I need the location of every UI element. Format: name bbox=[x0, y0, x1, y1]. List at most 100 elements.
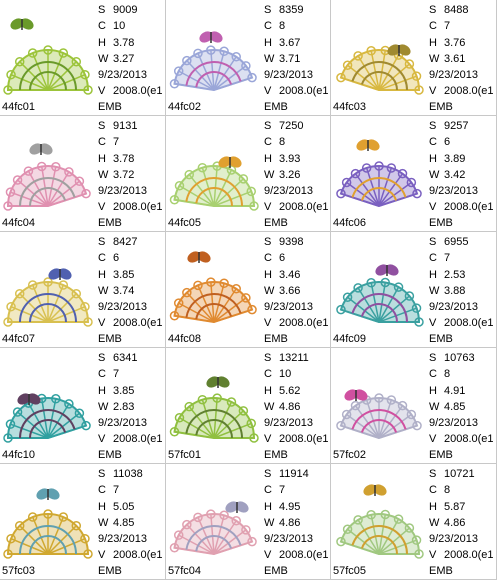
field-label: W bbox=[264, 401, 275, 413]
date: 9/23/2013 bbox=[429, 417, 478, 429]
field-value: 11914 bbox=[279, 468, 309, 480]
field-label: H bbox=[264, 269, 272, 281]
format: EMB bbox=[429, 333, 453, 345]
field-label: W bbox=[98, 169, 109, 181]
field-label: C bbox=[98, 252, 106, 264]
format: EMB bbox=[264, 333, 288, 345]
design-name: 44fc02 bbox=[168, 101, 202, 113]
field-label: V bbox=[429, 433, 437, 445]
field-label: C bbox=[429, 368, 437, 380]
field-value: 5.87 bbox=[444, 501, 466, 513]
field-value: 2008.0(e1 bbox=[444, 433, 494, 445]
field-label: W bbox=[264, 169, 275, 181]
field-label: W bbox=[98, 285, 109, 297]
field-value: 3.67 bbox=[279, 37, 301, 49]
field-value: 3.85 bbox=[113, 269, 135, 281]
thumbnail bbox=[336, 44, 424, 95]
field-label: C bbox=[429, 252, 437, 264]
design-cell[interactable]: 44fc04 S 9131 C 7 H 3.78 W 3.72 9/23/2013 V 2008.0(… bbox=[0, 116, 166, 232]
field-value: 3.72 bbox=[113, 169, 135, 181]
design-cell[interactable]: 44fc02 S 8359 C 8 H 3.67 W 3.71 9/23/2013 V 2008.0(… bbox=[166, 0, 331, 116]
design-name: 44fc08 bbox=[168, 333, 202, 345]
design-cell[interactable]: 57fc01 S 13211 C 10 H 5.62 W 4.86 9/23/2013 V 2008.… bbox=[166, 348, 331, 464]
field-value: 5.05 bbox=[113, 501, 135, 513]
format: EMB bbox=[429, 449, 453, 461]
field-value: 11038 bbox=[113, 468, 143, 480]
design-cell[interactable]: 44fc01 S 9009 C 10 H 3.78 W 3.27 9/23/2013 V 2008.0… bbox=[0, 0, 166, 116]
field-value: 3.46 bbox=[279, 269, 301, 281]
design-name: 57fc04 bbox=[168, 565, 202, 577]
field-label: S bbox=[98, 120, 106, 132]
field-label: V bbox=[429, 549, 437, 561]
design-cell[interactable]: 44fc10 S 6341 C 7 H 3.85 W 2.83 9/23/2013 V 2008.0(… bbox=[0, 348, 166, 464]
field-value: 2008.0(e1 bbox=[279, 201, 329, 213]
date: 9/23/2013 bbox=[429, 533, 478, 545]
field-value: 2008.0(e1 bbox=[279, 317, 329, 329]
field-value: 3.61 bbox=[444, 53, 466, 65]
thumbnail bbox=[336, 484, 424, 559]
design-cell[interactable]: 57fc05 S 10721 C 8 H 5.87 W 4.86 9/23/2013 V 2008.0… bbox=[331, 464, 497, 580]
field-value: 8488 bbox=[444, 4, 469, 16]
field-value: 2008.0(e1 bbox=[113, 549, 163, 561]
field-label: S bbox=[264, 120, 272, 132]
format: EMB bbox=[98, 565, 122, 577]
field-value: 10 bbox=[279, 368, 292, 380]
design-cell[interactable]: 57fc02 S 10763 C 8 H 4.91 W 4.85 9/23/2013 V 2008.0… bbox=[331, 348, 497, 464]
field-label: C bbox=[429, 136, 437, 148]
field-value: 4.95 bbox=[279, 501, 301, 513]
field-label: C bbox=[429, 20, 437, 32]
field-value: 3.74 bbox=[113, 285, 135, 297]
field-value: 3.42 bbox=[444, 169, 466, 181]
format: EMB bbox=[264, 449, 288, 461]
field-label: S bbox=[429, 4, 437, 16]
field-value: 3.89 bbox=[444, 153, 466, 165]
field-label: H bbox=[429, 37, 437, 49]
field-label: V bbox=[429, 317, 437, 329]
design-name: 57fc02 bbox=[333, 449, 367, 461]
design-cell[interactable]: 57fc04 S 11914 C 7 H 4.95 W 4.86 9/23/2013 V 2008.0… bbox=[166, 464, 331, 580]
field-label: C bbox=[264, 484, 272, 496]
field-value: 2008.0(e1 bbox=[279, 85, 329, 97]
date: 9/23/2013 bbox=[98, 301, 147, 313]
field-value: 2008.0(e1 bbox=[113, 85, 163, 97]
design-cell[interactable]: 44fc05 S 7250 C 8 H 3.93 W 3.26 9/23/2013 V 2008.0(… bbox=[166, 116, 331, 232]
field-value: 2008.0(e1 bbox=[444, 317, 494, 329]
design-cell[interactable]: 44fc03 S 8488 C 7 H 3.76 W 3.61 9/23/2013 V 2008.0(… bbox=[331, 0, 497, 116]
date: 9/23/2013 bbox=[429, 69, 478, 81]
thumbnail bbox=[3, 18, 93, 95]
format: EMB bbox=[98, 333, 122, 345]
date: 9/23/2013 bbox=[98, 185, 147, 197]
design-name: 44fc07 bbox=[2, 333, 36, 345]
field-value: 8427 bbox=[113, 236, 138, 248]
format: EMB bbox=[264, 565, 288, 577]
field-label: V bbox=[429, 85, 437, 97]
field-label: H bbox=[429, 269, 437, 281]
thumbnail bbox=[3, 143, 91, 211]
design-name: 57fc01 bbox=[168, 449, 202, 461]
format: EMB bbox=[98, 449, 122, 461]
design-cell[interactable]: 57fc03 S 11038 C 7 H 5.05 W 4.85 9/23/2013 V 2008.0… bbox=[0, 464, 166, 580]
field-label: W bbox=[98, 517, 109, 529]
field-label: V bbox=[264, 317, 272, 329]
field-value: 3.85 bbox=[113, 385, 135, 397]
field-label: S bbox=[98, 236, 106, 248]
design-name: 44fc01 bbox=[2, 101, 36, 113]
field-value: 8 bbox=[444, 368, 451, 380]
field-label: H bbox=[429, 385, 437, 397]
field-value: 3.93 bbox=[279, 153, 301, 165]
field-value: 10721 bbox=[444, 468, 475, 480]
field-value: 2008.0(e1 bbox=[444, 549, 494, 561]
field-value: 3.78 bbox=[113, 37, 135, 49]
field-value: 7 bbox=[113, 484, 120, 496]
field-label: S bbox=[98, 4, 106, 16]
field-value: 8 bbox=[279, 20, 286, 32]
field-value: 9257 bbox=[444, 120, 469, 132]
design-cell[interactable]: 44fc08 S 9398 C 6 H 3.46 W 3.66 9/23/2013 V 2008.0(… bbox=[166, 232, 331, 348]
thumbnail bbox=[169, 501, 257, 556]
date: 9/23/2013 bbox=[98, 417, 147, 429]
design-cell[interactable]: 44fc09 S 6955 C 7 H 2.53 W 3.88 9/23/2013 V 2008.0(… bbox=[331, 232, 497, 348]
field-value: 2008.0(e1 bbox=[279, 433, 329, 445]
design-cell[interactable]: 44fc07 S 8427 C 6 H 3.85 W 3.74 9/23/2013 V 2008.0(… bbox=[0, 232, 166, 348]
design-cell[interactable]: 44fc06 S 9257 C 6 H 3.89 W 3.42 9/23/2013 V 2008.0(… bbox=[331, 116, 497, 232]
